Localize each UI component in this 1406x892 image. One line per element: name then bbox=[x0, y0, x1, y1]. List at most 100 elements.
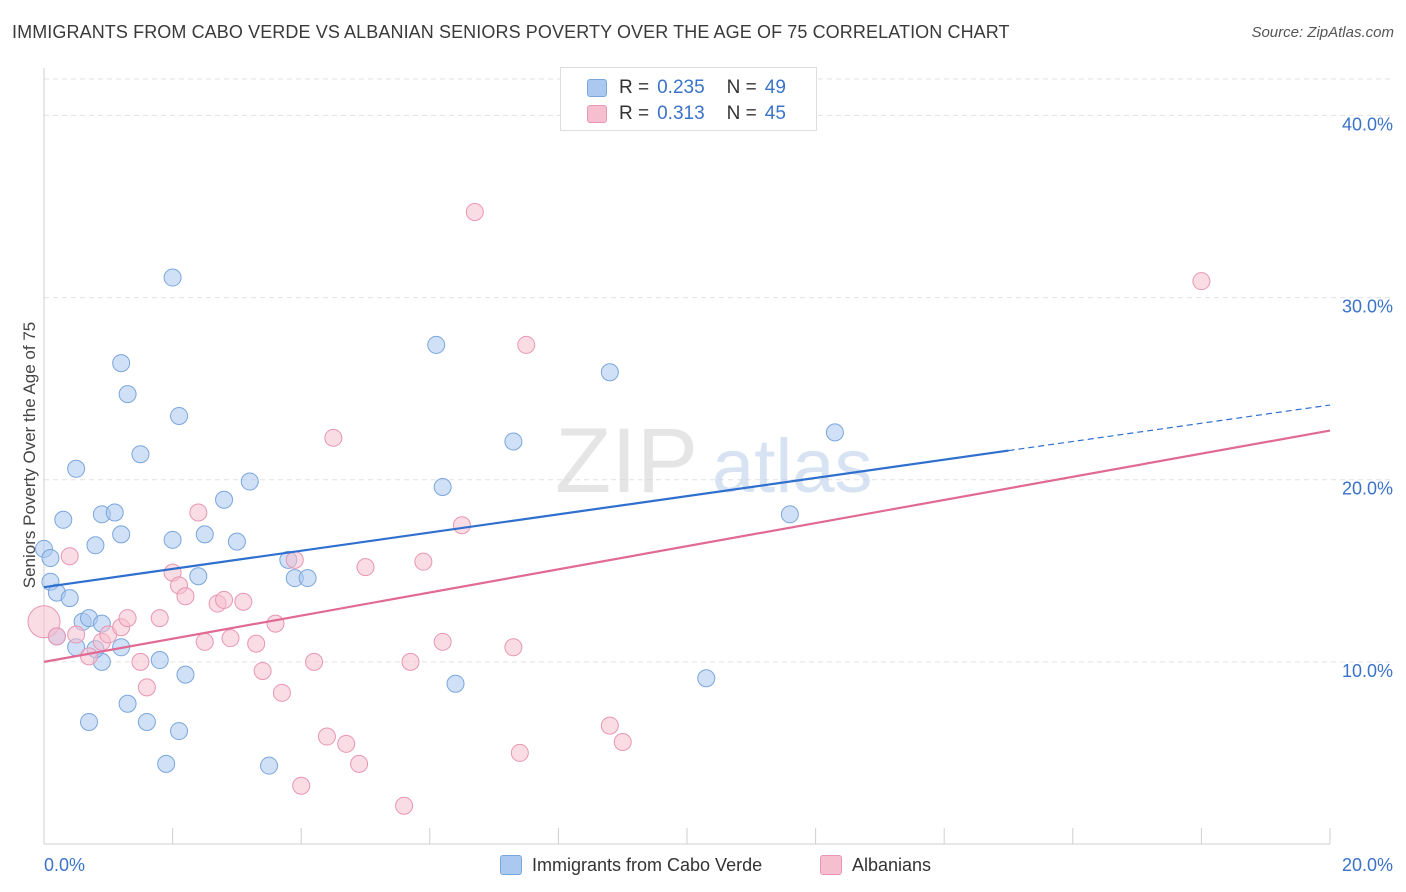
point-cabo-verde bbox=[189, 567, 208, 586]
y-tick-label: 10.0% bbox=[1342, 661, 1393, 681]
point-cabo-verde bbox=[54, 510, 73, 529]
series-albanians-points bbox=[27, 202, 1211, 815]
point-albanians bbox=[234, 592, 253, 611]
x-tick-label: 20.0% bbox=[1342, 855, 1393, 875]
point-albanians bbox=[305, 652, 324, 671]
grid-lines bbox=[44, 78, 1392, 663]
tick-labels: 10.0% 20.0% 30.0% 40.0% 0.0% 20.0% bbox=[44, 114, 1393, 875]
watermark-zip: ZIP bbox=[555, 410, 698, 512]
legend-swatch-pink bbox=[587, 105, 607, 123]
legend-n-value: 45 bbox=[764, 103, 786, 124]
point-albanians bbox=[414, 552, 433, 571]
point-albanians bbox=[433, 632, 452, 651]
point-cabo-verde bbox=[433, 478, 452, 496]
point-cabo-verde bbox=[157, 754, 176, 773]
point-albanians bbox=[67, 625, 86, 644]
stats-legend: R = 0.235 N = 49 R = 0.313 N = 45 bbox=[560, 67, 817, 131]
bottom-legend-swatch-pink bbox=[820, 855, 842, 875]
bottom-legend-albanians[interactable]: Albanians bbox=[820, 852, 931, 878]
watermark-atlas: atlas bbox=[712, 424, 873, 509]
point-albanians bbox=[1192, 272, 1211, 291]
point-albanians bbox=[221, 629, 240, 648]
y-tick-label: 20.0% bbox=[1342, 479, 1393, 499]
legend-r-label: R = bbox=[619, 77, 650, 98]
point-cabo-verde bbox=[227, 532, 246, 551]
bottom-legend-label: Albanians bbox=[852, 854, 932, 875]
bottom-legend-label: Immigrants from Cabo Verde bbox=[532, 854, 763, 875]
point-albanians bbox=[317, 727, 336, 746]
point-cabo-verde bbox=[697, 669, 716, 688]
point-albanians bbox=[337, 734, 356, 753]
trend-line-albanians bbox=[43, 429, 1331, 663]
point-cabo-verde bbox=[780, 505, 799, 524]
legend-r-value: 0.235 bbox=[657, 77, 705, 98]
point-cabo-verde bbox=[163, 530, 182, 549]
point-albanians bbox=[189, 503, 208, 522]
point-cabo-verde bbox=[131, 445, 150, 464]
axes bbox=[43, 68, 1331, 845]
point-cabo-verde bbox=[195, 525, 214, 544]
trend-line-cabo-verde bbox=[43, 449, 1009, 589]
point-albanians bbox=[292, 776, 311, 795]
trend-lines bbox=[43, 404, 1331, 663]
point-cabo-verde bbox=[825, 423, 844, 442]
series-cabo-verde-points bbox=[35, 268, 844, 775]
x-tick-label: 0.0% bbox=[44, 855, 85, 875]
point-albanians bbox=[253, 661, 272, 680]
legend-r-label: R = bbox=[619, 103, 650, 124]
point-cabo-verde bbox=[150, 651, 169, 670]
legend-row-albanians: R = 0.313 N = 45 bbox=[587, 102, 786, 126]
point-cabo-verde bbox=[170, 406, 189, 425]
legend-n-value: 49 bbox=[764, 77, 786, 98]
point-albanians bbox=[272, 683, 291, 702]
point-albanians bbox=[517, 335, 536, 354]
point-albanians bbox=[215, 590, 234, 609]
point-albanians bbox=[266, 614, 285, 633]
point-albanians bbox=[465, 202, 484, 221]
point-cabo-verde bbox=[215, 490, 234, 509]
point-cabo-verde bbox=[298, 569, 317, 588]
point-albanians bbox=[195, 632, 214, 651]
point-cabo-verde bbox=[137, 712, 156, 731]
point-cabo-verde bbox=[67, 459, 86, 478]
legend-swatch-blue bbox=[587, 79, 607, 97]
point-cabo-verde bbox=[446, 674, 465, 693]
point-albanians bbox=[504, 638, 523, 657]
point-cabo-verde bbox=[600, 363, 619, 382]
point-cabo-verde bbox=[86, 536, 105, 555]
point-cabo-verde bbox=[504, 432, 523, 451]
point-cabo-verde bbox=[105, 503, 124, 522]
point-albanians bbox=[131, 652, 150, 671]
chart-title: IMMIGRANTS FROM CABO VERDE VS ALBANIAN S… bbox=[12, 22, 1010, 42]
point-albanians bbox=[452, 516, 471, 535]
point-cabo-verde bbox=[240, 472, 259, 491]
point-albanians bbox=[356, 558, 375, 577]
legend-r-value: 0.313 bbox=[657, 103, 705, 124]
point-cabo-verde bbox=[163, 268, 182, 287]
point-albanians bbox=[600, 716, 619, 735]
point-albanians bbox=[80, 647, 99, 666]
point-cabo-verde bbox=[170, 722, 189, 741]
watermark: ZIP atlas bbox=[555, 410, 873, 512]
point-albanians bbox=[47, 627, 66, 646]
point-albanians bbox=[395, 796, 414, 815]
point-albanians bbox=[324, 428, 343, 447]
bottom-legend-swatch-blue bbox=[500, 855, 522, 875]
y-tick-label: 40.0% bbox=[1342, 114, 1393, 134]
point-albanians bbox=[285, 550, 304, 569]
point-albanians bbox=[613, 733, 632, 751]
bottom-legend-cabo-verde[interactable]: Immigrants from Cabo Verde bbox=[500, 852, 762, 878]
point-cabo-verde bbox=[80, 712, 99, 731]
point-cabo-verde bbox=[118, 694, 137, 713]
point-cabo-verde bbox=[176, 665, 195, 684]
point-cabo-verde bbox=[260, 756, 279, 775]
legend-n-label: N = bbox=[726, 103, 757, 124]
point-albanians bbox=[401, 652, 420, 671]
point-albanians bbox=[60, 547, 79, 566]
point-cabo-verde bbox=[112, 354, 131, 373]
point-albanians bbox=[247, 634, 266, 653]
trend-line-cabo-verde-extension bbox=[1008, 404, 1331, 452]
point-cabo-verde bbox=[60, 589, 79, 608]
legend-row-cabo-verde: R = 0.235 N = 49 bbox=[587, 76, 786, 100]
